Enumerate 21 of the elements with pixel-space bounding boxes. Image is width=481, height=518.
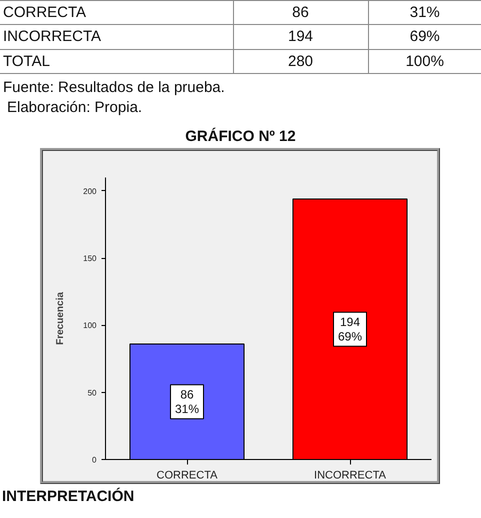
text: 86 <box>233 0 368 25</box>
text: 280 <box>233 49 368 74</box>
y-tick-label: 0 <box>92 456 98 464</box>
source-note: Fuente: Resultados de la prueba. <box>3 78 225 98</box>
text: 100% <box>368 49 481 74</box>
y-tick-label: 100 <box>83 321 98 330</box>
text: TOTAL <box>2 52 51 72</box>
text: INCORRECTA <box>2 27 102 48</box>
text: Elaboración: Propia. <box>7 98 144 118</box>
y-tick-label: 50 <box>88 388 98 398</box>
text: 31% <box>368 0 481 25</box>
text: INTERPRETACIÓN <box>2 486 134 507</box>
chart-title: GRÁFICO Nº 12 <box>184 126 297 147</box>
data-label: 86 31% <box>174 387 200 416</box>
y-tick-label: 150 <box>83 254 98 264</box>
data-label: 194 69% <box>338 314 362 344</box>
text: 194 <box>233 24 368 50</box>
text: CORRECTA <box>2 3 88 23</box>
y-axis-title: Frecuencia <box>55 292 66 345</box>
y-tick-label: 200 <box>83 186 98 196</box>
text: 69% <box>368 24 481 50</box>
